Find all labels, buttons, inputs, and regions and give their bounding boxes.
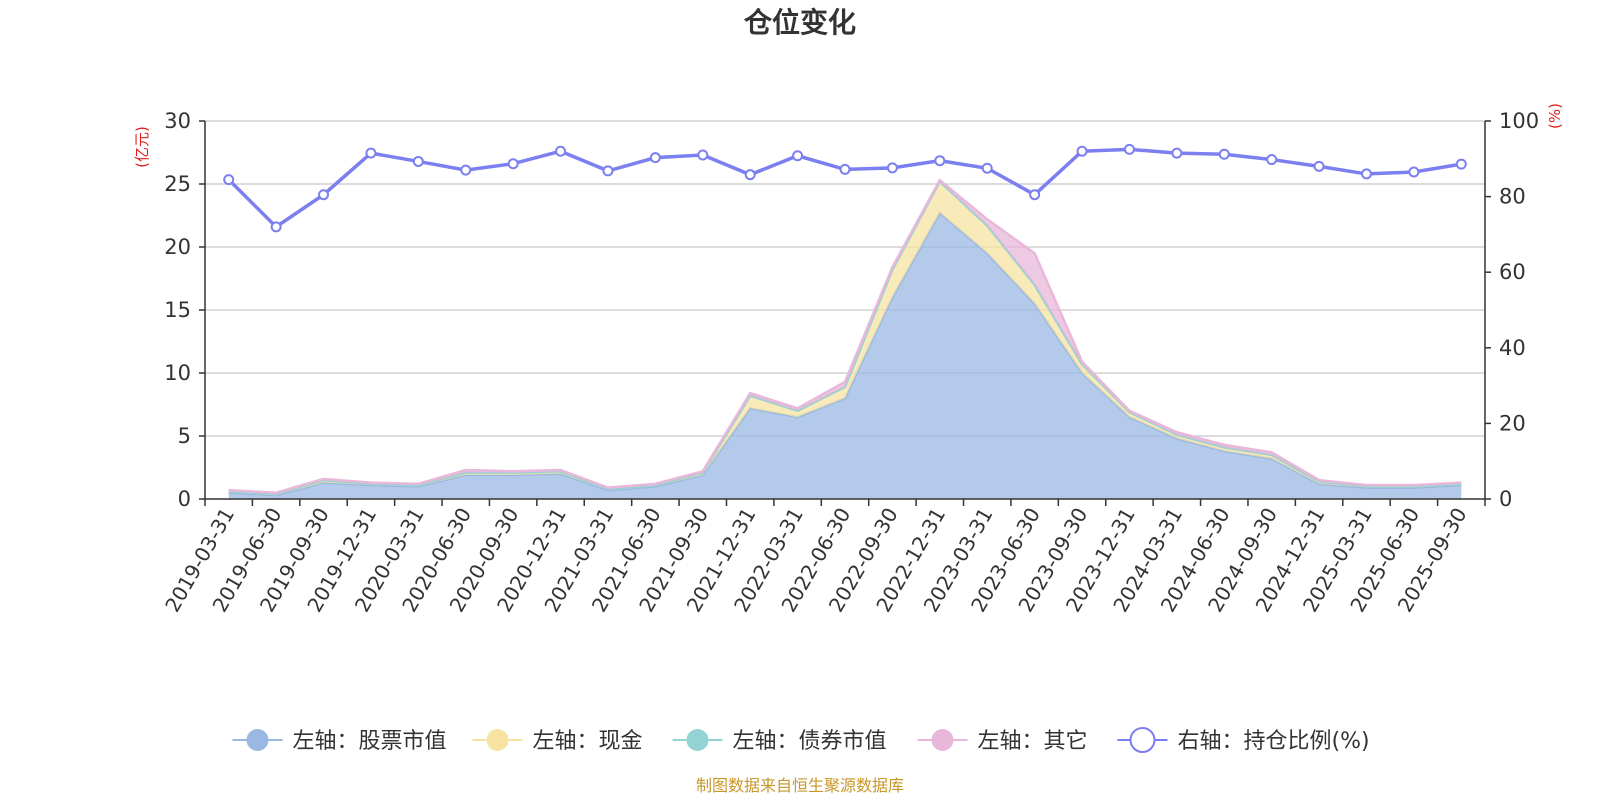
ratio-point [318,189,330,201]
ratio-point [1455,158,1467,170]
legend-item: 左轴：其它 [917,729,1088,754]
area-series-edge [228,178,1462,494]
right-axis-tick-label: 100 [1499,109,1539,133]
left-axis-tick-label: 5 [178,424,191,448]
ratio-point [1360,168,1372,180]
left-axis-tick-label: 30 [164,109,191,133]
legend-item: 左轴：债券市值 [672,729,887,754]
ratio-point [602,165,614,177]
axes: 0510152025300204060801002019-03-312019-0… [160,109,1539,616]
legend-item: 右轴：持仓比例(%) [1117,727,1370,754]
chart-title: 仓位变化 [744,6,856,39]
data-source-note: 制图数据来自恒生聚源数据库 [696,776,904,795]
left-axis-tick-label: 25 [164,172,191,196]
ratio-point [886,162,898,174]
ratio-point [792,150,804,162]
legend-marker [246,729,269,751]
right-axis-tick-label: 80 [1499,185,1526,209]
legend-marker [1129,727,1156,753]
ratio-point [270,221,282,233]
left-axis-unit: (亿元) [133,126,151,168]
ratio-point [934,155,946,167]
ratio-point [1123,143,1135,155]
legend-marker [931,729,954,751]
ratio-point [1171,147,1183,159]
ratio-point [1076,145,1088,157]
ratio-line-series [223,143,1467,233]
left-axis-tick-label: 20 [164,235,191,259]
ratio-point [365,147,377,159]
legend-label: 左轴：现金 [533,729,643,754]
left-axis-tick-label: 0 [178,487,191,511]
ratio-point [507,158,519,170]
ratio-point [1266,154,1278,166]
legend-label: 右轴：持仓比例(%) [1178,729,1370,754]
legend: 左轴：股票市值 左轴：现金 左轴：债券市值 左轴：其它 右轴：持仓比例(%) [232,727,1370,754]
ratio-point [1408,166,1420,178]
right-axis-tick-label: 20 [1499,411,1526,435]
ratio-point [1029,189,1041,201]
ratio-point [649,152,661,164]
gridlines [205,120,1485,437]
ratio-point [1313,160,1325,172]
right-axis-tick-label: 60 [1499,260,1526,284]
ratio-point [981,162,993,174]
ratio-point [744,169,756,181]
right-axis-tick-label: 0 [1499,487,1512,511]
ratio-point [555,145,567,157]
ratio-point [223,174,235,186]
right-axis-unit: (%) [1546,103,1564,129]
right-axis-tick-label: 40 [1499,336,1526,360]
legend-marker [486,729,509,751]
left-axis-tick-label: 15 [164,298,191,322]
legend-label: 左轴：股票市值 [293,729,447,754]
area-series [228,212,1462,500]
legend-label: 左轴：债券市值 [733,729,887,754]
ratio-point [1218,148,1230,160]
left-axis-tick-label: 10 [164,361,191,385]
ratio-point [412,155,424,167]
area-series [228,178,1462,500]
ratio-point [839,163,851,175]
ratio-point [460,164,472,176]
legend-label: 左轴：其它 [978,729,1088,754]
legend-marker [686,729,709,751]
ratio-point [697,149,709,161]
legend-item: 左轴：股票市值 [232,729,447,754]
legend-item: 左轴：现金 [472,729,643,754]
